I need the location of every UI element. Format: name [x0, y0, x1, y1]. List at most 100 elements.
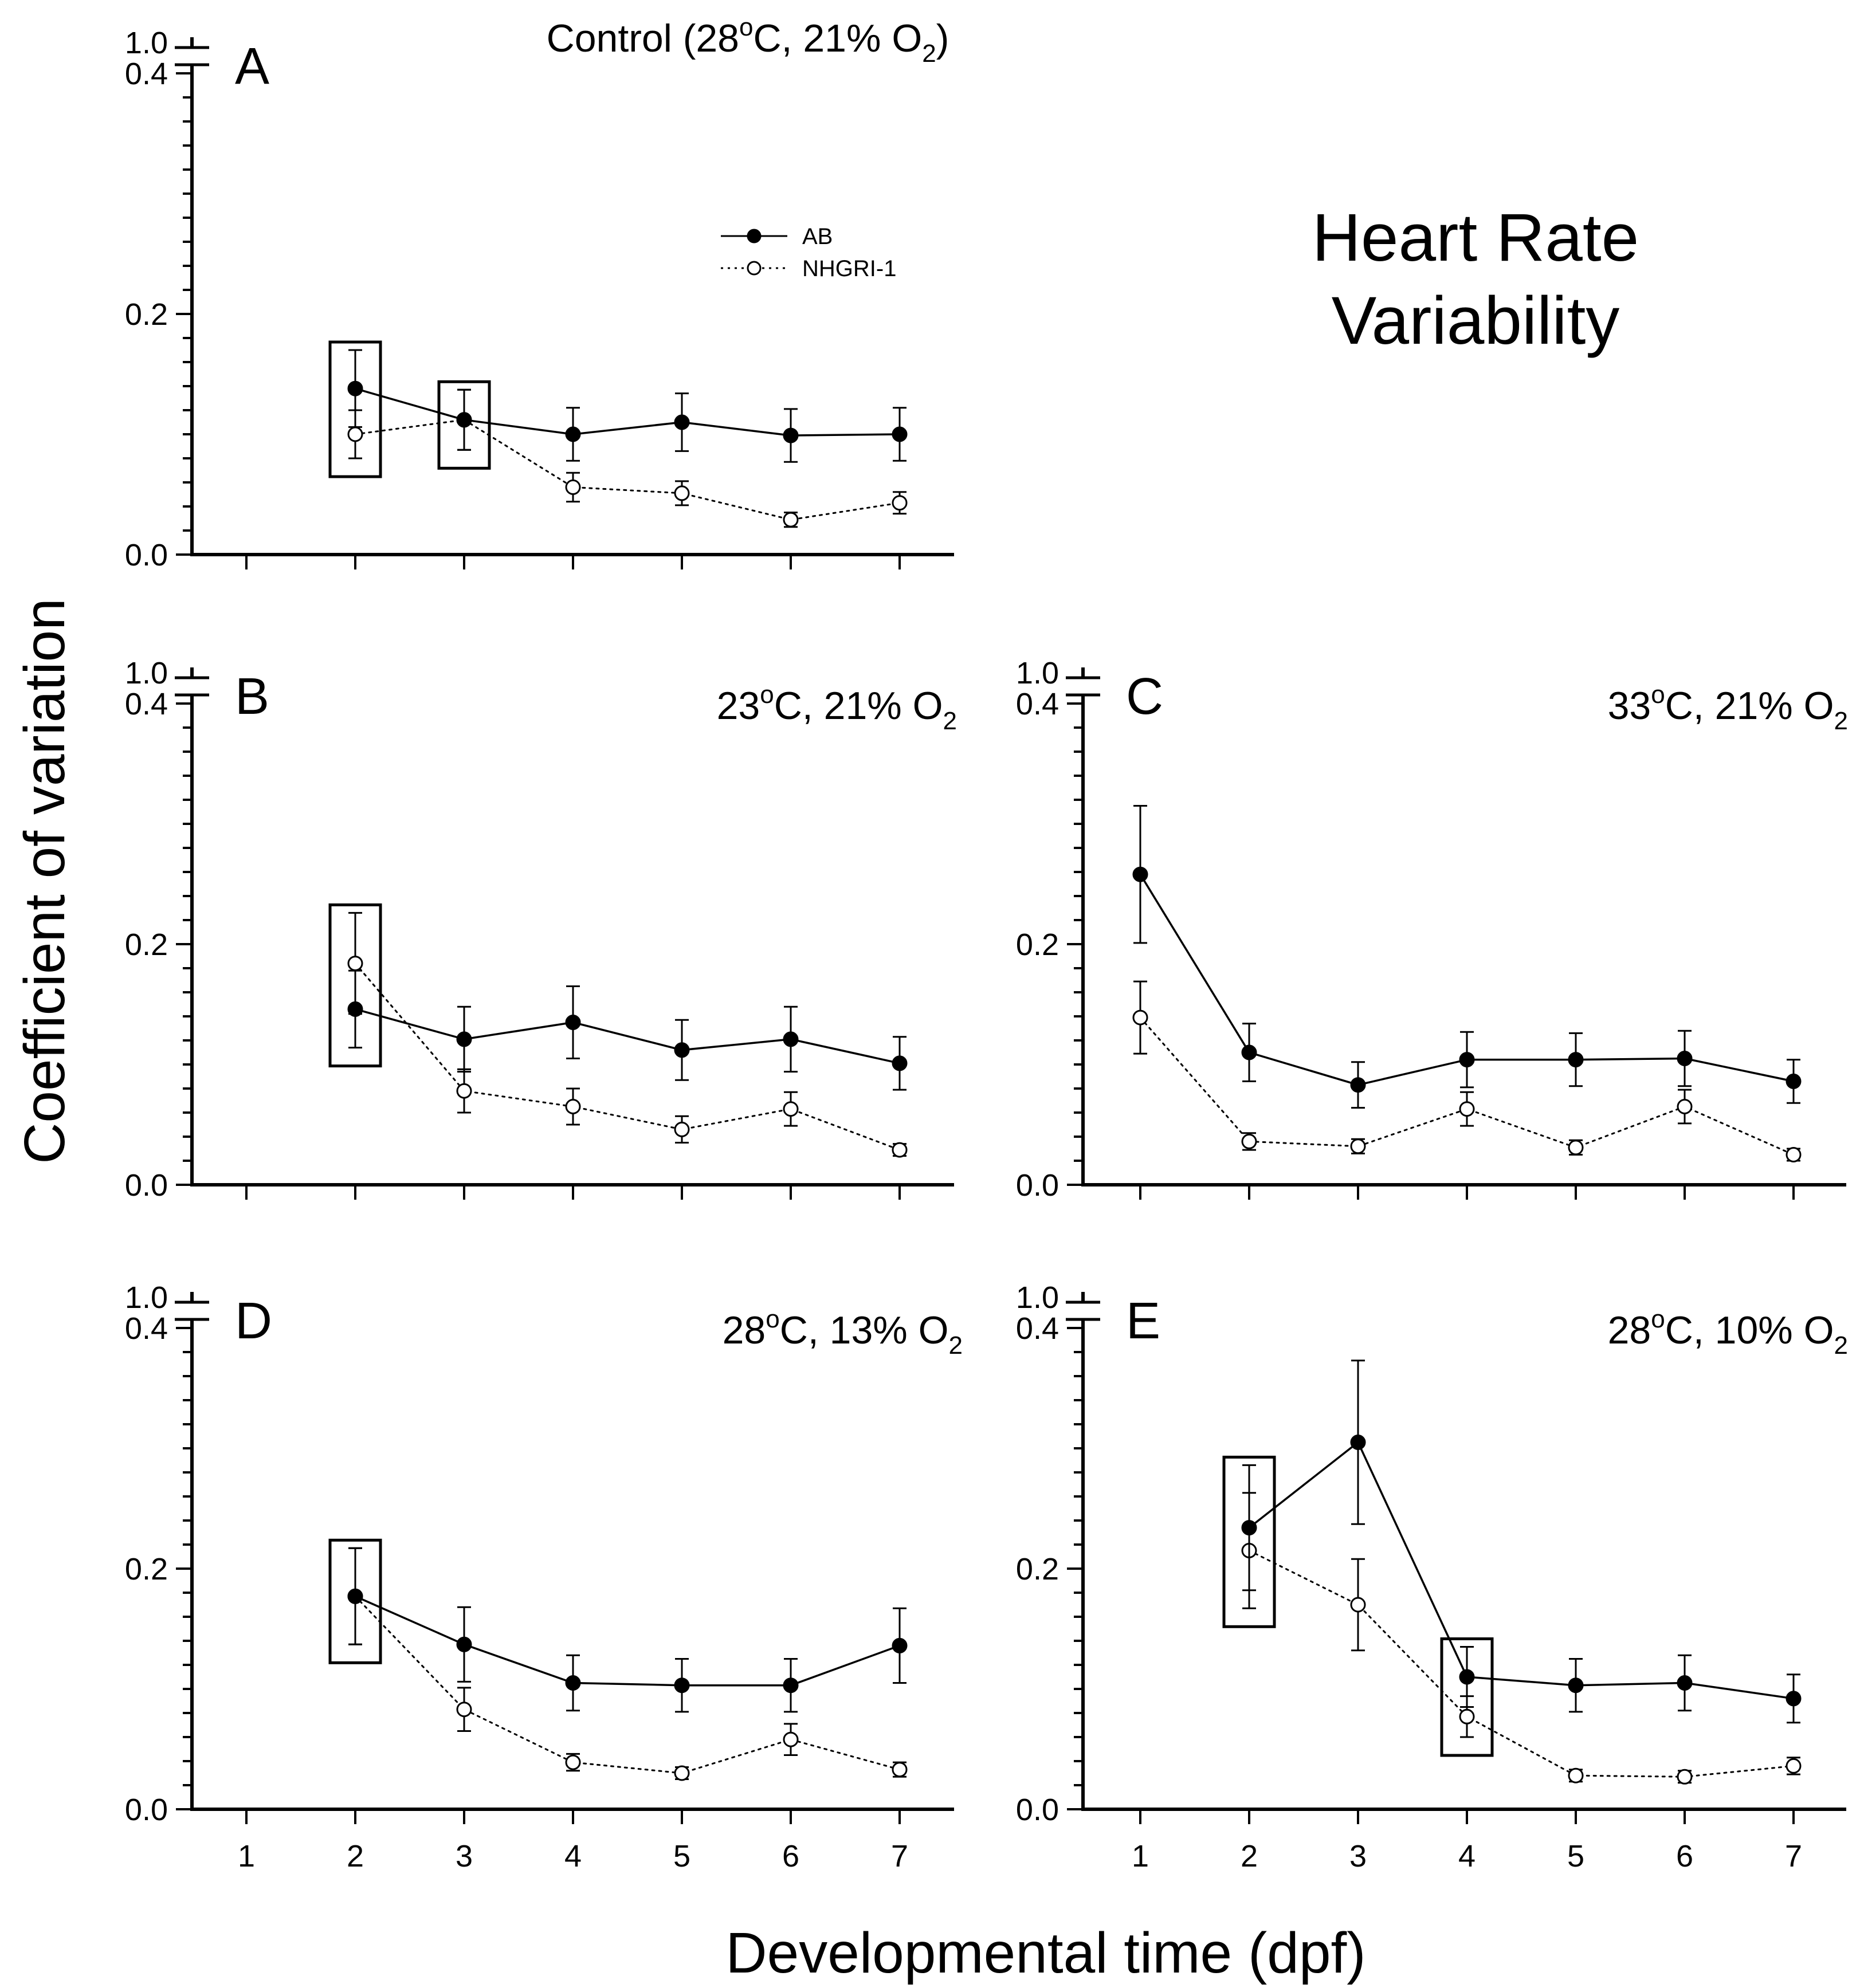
- y-tick-label: 0.4: [1016, 1311, 1059, 1346]
- highlight-box: [328, 340, 382, 478]
- x-tick-label: 6: [1676, 1839, 1693, 1873]
- panel-e: 0.00.20.41.01 2 3 4 5 6 7E 28oC, 10% O2: [1016, 1280, 1848, 1873]
- data-point-nhgri1: [1350, 1597, 1366, 1613]
- data-point-nhgri1: [565, 1099, 581, 1114]
- y-tick-label: 0.4: [1016, 687, 1059, 721]
- data-point-nhgri1: [1786, 1758, 1802, 1774]
- data-point-ab: [892, 1055, 908, 1071]
- title-end: ): [936, 17, 949, 60]
- legend-label: AB: [802, 224, 833, 249]
- y-break-label: 1.0: [125, 26, 168, 60]
- legend-marker: [747, 229, 762, 243]
- legend-label: NHGRI-1: [802, 256, 896, 281]
- data-point-nhgri1: [892, 1762, 908, 1778]
- series-line-ab: [1248, 1440, 1795, 1700]
- data-point-ab: [674, 414, 690, 430]
- x-axis-title: Developmental time (dpf): [725, 1921, 1365, 1985]
- data-point-ab: [1786, 1073, 1802, 1089]
- title-mid: C, 21% O: [1665, 684, 1834, 728]
- x-tick-label: 2: [1241, 1839, 1258, 1873]
- data-point-nhgri1: [1459, 1708, 1475, 1724]
- y-tick-label: 0.0: [1016, 1168, 1059, 1203]
- x-tick-label: 2: [347, 1839, 364, 1873]
- y-tick-label: 0.0: [125, 1168, 168, 1203]
- y-break-label: 1.0: [125, 656, 168, 690]
- data-point-ab: [674, 1677, 690, 1694]
- data-point-nhgri1: [1241, 1133, 1257, 1149]
- figure-title-line2: Variability: [1332, 283, 1620, 359]
- title-superscript: o: [1651, 681, 1665, 709]
- title-superscript: o: [766, 1305, 779, 1333]
- title-superscript: o: [739, 13, 753, 41]
- panel-condition-title: 23oC, 21% O2: [717, 681, 957, 735]
- data-point-ab: [565, 1675, 581, 1691]
- title-subscript: 2: [949, 1331, 963, 1360]
- data-point-nhgri1: [456, 1083, 472, 1099]
- data-point-nhgri1: [1677, 1099, 1693, 1114]
- data-point-ab: [783, 1031, 799, 1047]
- data-point-ab: [347, 380, 363, 396]
- x-tick-label: 7: [1785, 1839, 1802, 1873]
- data-point-ab: [674, 1042, 690, 1058]
- y-tick-label: 0.0: [125, 1793, 168, 1827]
- panel-c: 0.0 0.2 0.41.0 C 33oC, 21% O2: [1016, 656, 1848, 1203]
- data-point-ab: [1786, 1691, 1802, 1707]
- data-point-ab: [1350, 1077, 1366, 1093]
- series-line-ab: [354, 387, 901, 437]
- title-main: 28: [723, 1309, 766, 1352]
- y-tick-label: 0.0: [1016, 1793, 1059, 1827]
- data-point-ab: [1568, 1052, 1584, 1068]
- y-tick-label: 0.0: [125, 538, 168, 572]
- series-line-ab: [354, 1595, 901, 1687]
- title-mid: C, 10% O: [1665, 1309, 1834, 1352]
- x-tick-label: 3: [1349, 1839, 1367, 1873]
- series-line-ab: [354, 1008, 901, 1064]
- data-point-nhgri1: [674, 485, 690, 501]
- title-mid: C, 13% O: [780, 1309, 949, 1352]
- panel-letter: D: [235, 1292, 272, 1350]
- data-point-ab: [456, 1636, 472, 1652]
- panel-letter: A: [235, 38, 269, 95]
- x-tick-label: 4: [1458, 1839, 1476, 1873]
- title-main: 28: [1608, 1309, 1651, 1352]
- data-point-ab: [1132, 866, 1148, 882]
- y-break-label: 1.0: [1016, 656, 1059, 690]
- x-tick-label: 4: [564, 1839, 582, 1873]
- data-point-ab: [892, 1637, 908, 1653]
- title-superscript: o: [1651, 1305, 1665, 1333]
- highlight-box: [437, 380, 491, 470]
- data-point-ab: [1350, 1435, 1366, 1450]
- title-subscript: 2: [1834, 1331, 1848, 1360]
- title-superscript: o: [760, 681, 774, 709]
- legend: AB NHGRI-1: [721, 224, 896, 281]
- panel-letter: C: [1126, 668, 1163, 725]
- data-point-ab: [565, 1015, 581, 1030]
- data-point-ab: [783, 427, 799, 443]
- title-main: Control (28: [547, 17, 739, 60]
- title-main: 23: [717, 684, 760, 728]
- data-point-nhgri1: [1132, 1009, 1148, 1026]
- data-point-ab: [565, 426, 581, 442]
- title-mid: C, 21% O: [774, 684, 943, 728]
- title-mid: C, 21% O: [753, 17, 922, 60]
- data-point-nhgri1: [892, 1142, 908, 1158]
- x-tick-label: 5: [673, 1839, 690, 1873]
- data-point-ab: [1677, 1051, 1693, 1066]
- y-break-label: 1.0: [1016, 1280, 1059, 1315]
- figure-title-line1: Heart Rate: [1312, 200, 1639, 276]
- y-break-label: 1.0: [125, 1280, 168, 1315]
- data-point-nhgri1: [1786, 1147, 1802, 1162]
- title-main: 33: [1608, 684, 1651, 728]
- x-tick-label: 1: [238, 1839, 255, 1873]
- data-point-nhgri1: [674, 1765, 690, 1781]
- y-tick-label: 0.2: [125, 1552, 168, 1586]
- panel-b: 0.0 0.2 0.41.0 B 23oC, 21% O2: [125, 656, 957, 1203]
- x-tick-label: 5: [1567, 1839, 1584, 1873]
- panel-condition-title: 33oC, 21% O2: [1608, 681, 1848, 735]
- data-point-nhgri1: [565, 1754, 581, 1770]
- data-point-nhgri1: [456, 1702, 472, 1718]
- data-point-nhgri1: [1568, 1767, 1584, 1783]
- x-tick-label: 3: [456, 1839, 473, 1873]
- y-tick-label: 0.4: [125, 687, 168, 721]
- data-point-nhgri1: [783, 512, 799, 528]
